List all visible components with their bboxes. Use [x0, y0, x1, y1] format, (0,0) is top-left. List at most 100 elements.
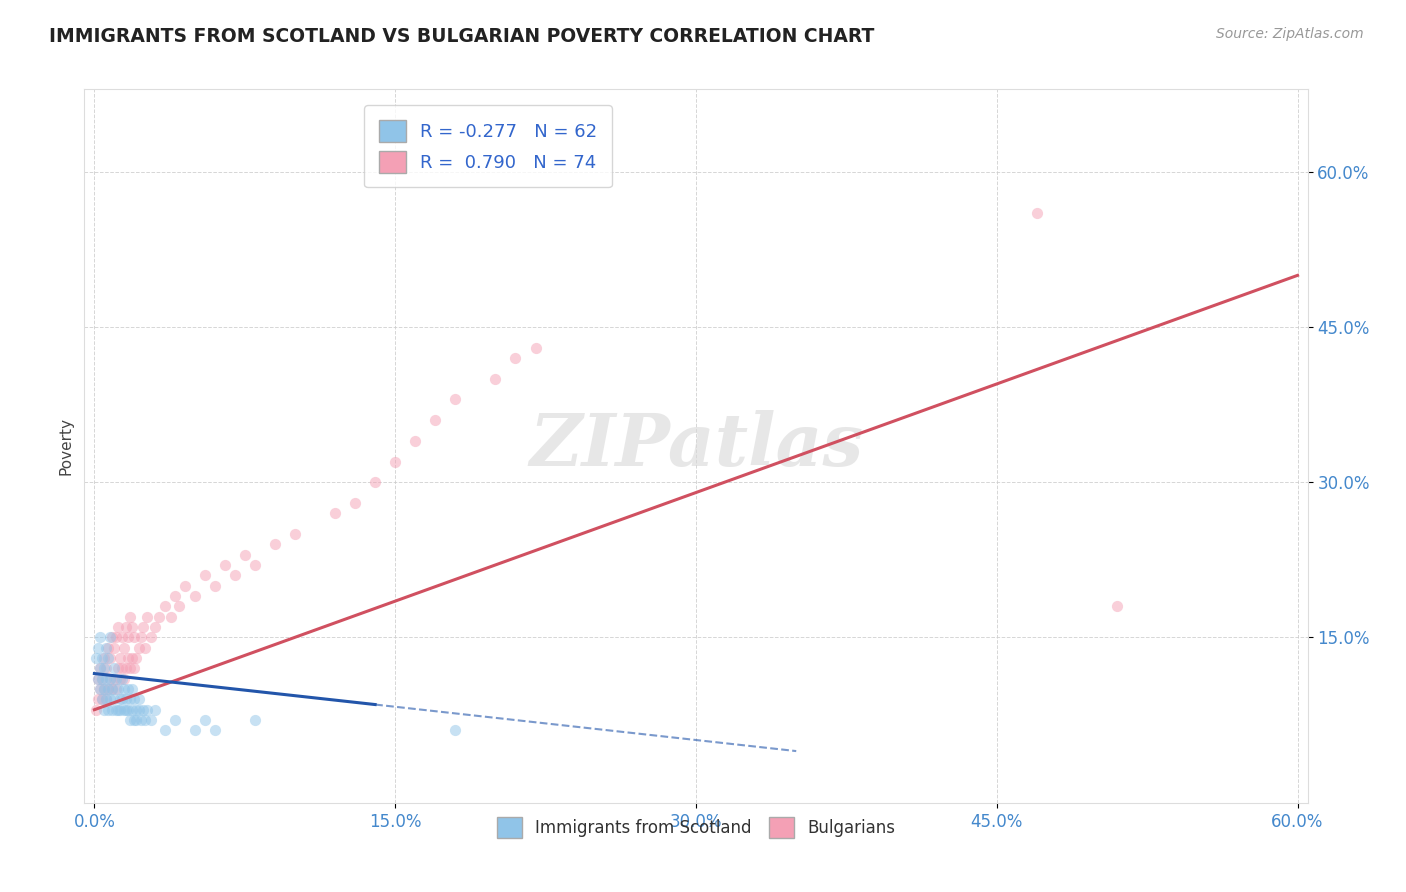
Point — [96, 692, 118, 706]
Point — [129, 630, 152, 644]
Point — [89, 630, 111, 644]
Point — [89, 661, 111, 675]
Point — [107, 703, 129, 717]
Point — [101, 630, 124, 644]
Point — [105, 703, 128, 717]
Point — [484, 372, 506, 386]
Point — [87, 640, 110, 655]
Point — [194, 568, 217, 582]
Point — [114, 640, 136, 655]
Point — [89, 681, 111, 696]
Point — [404, 434, 426, 448]
Point — [96, 692, 118, 706]
Point — [131, 620, 153, 634]
Point — [111, 672, 134, 686]
Point — [103, 661, 125, 675]
Point — [139, 630, 162, 644]
Point — [93, 681, 115, 696]
Point — [87, 692, 110, 706]
Point — [183, 723, 205, 738]
Point — [91, 672, 114, 686]
Point — [124, 630, 146, 644]
Point — [121, 703, 143, 717]
Point — [163, 589, 186, 603]
Point — [110, 651, 132, 665]
Point — [103, 672, 125, 686]
Point — [120, 692, 142, 706]
Point — [263, 537, 285, 551]
Point — [425, 413, 447, 427]
Point — [159, 609, 181, 624]
Point — [105, 681, 128, 696]
Point — [115, 620, 138, 634]
Point — [194, 713, 217, 727]
Point — [131, 703, 153, 717]
Point — [129, 713, 152, 727]
Point — [103, 692, 125, 706]
Point — [1025, 206, 1047, 220]
Point — [103, 640, 125, 655]
Point — [107, 681, 129, 696]
Point — [444, 392, 467, 407]
Point — [100, 651, 122, 665]
Point — [96, 672, 118, 686]
Point — [125, 703, 148, 717]
Point — [87, 672, 110, 686]
Point — [143, 620, 166, 634]
Point — [125, 651, 148, 665]
Point — [87, 672, 110, 686]
Y-axis label: Poverty: Poverty — [58, 417, 73, 475]
Point — [344, 496, 367, 510]
Point — [86, 651, 108, 665]
Point — [101, 681, 124, 696]
Text: IMMIGRANTS FROM SCOTLAND VS BULGARIAN POVERTY CORRELATION CHART: IMMIGRANTS FROM SCOTLAND VS BULGARIAN PO… — [49, 27, 875, 45]
Point — [124, 692, 146, 706]
Point — [105, 672, 128, 686]
Point — [183, 589, 205, 603]
Point — [115, 661, 138, 675]
Point — [214, 558, 236, 572]
Point — [111, 692, 134, 706]
Point — [204, 723, 226, 738]
Point — [93, 661, 115, 675]
Point — [128, 692, 150, 706]
Point — [110, 692, 132, 706]
Point — [124, 713, 146, 727]
Point — [135, 609, 157, 624]
Point — [284, 527, 307, 541]
Point — [125, 713, 148, 727]
Point — [128, 640, 150, 655]
Point — [153, 723, 176, 738]
Point — [97, 703, 120, 717]
Point — [97, 640, 120, 655]
Text: Source: ZipAtlas.com: Source: ZipAtlas.com — [1216, 27, 1364, 41]
Point — [224, 568, 246, 582]
Point — [107, 620, 129, 634]
Point — [93, 703, 115, 717]
Point — [120, 713, 142, 727]
Point — [111, 661, 134, 675]
Point — [117, 630, 139, 644]
Point — [97, 681, 120, 696]
Point — [120, 661, 142, 675]
Point — [121, 651, 143, 665]
Point — [115, 703, 138, 717]
Point — [167, 599, 190, 614]
Point — [117, 681, 139, 696]
Point — [111, 630, 134, 644]
Point — [105, 630, 128, 644]
Point — [101, 681, 124, 696]
Point — [101, 703, 124, 717]
Point — [100, 692, 122, 706]
Point — [93, 651, 115, 665]
Point — [1107, 599, 1129, 614]
Point — [233, 548, 256, 562]
Point — [115, 692, 138, 706]
Point — [121, 681, 143, 696]
Point — [93, 681, 115, 696]
Point — [173, 579, 195, 593]
Point — [117, 651, 139, 665]
Point — [120, 609, 142, 624]
Point — [163, 713, 186, 727]
Point — [243, 713, 266, 727]
